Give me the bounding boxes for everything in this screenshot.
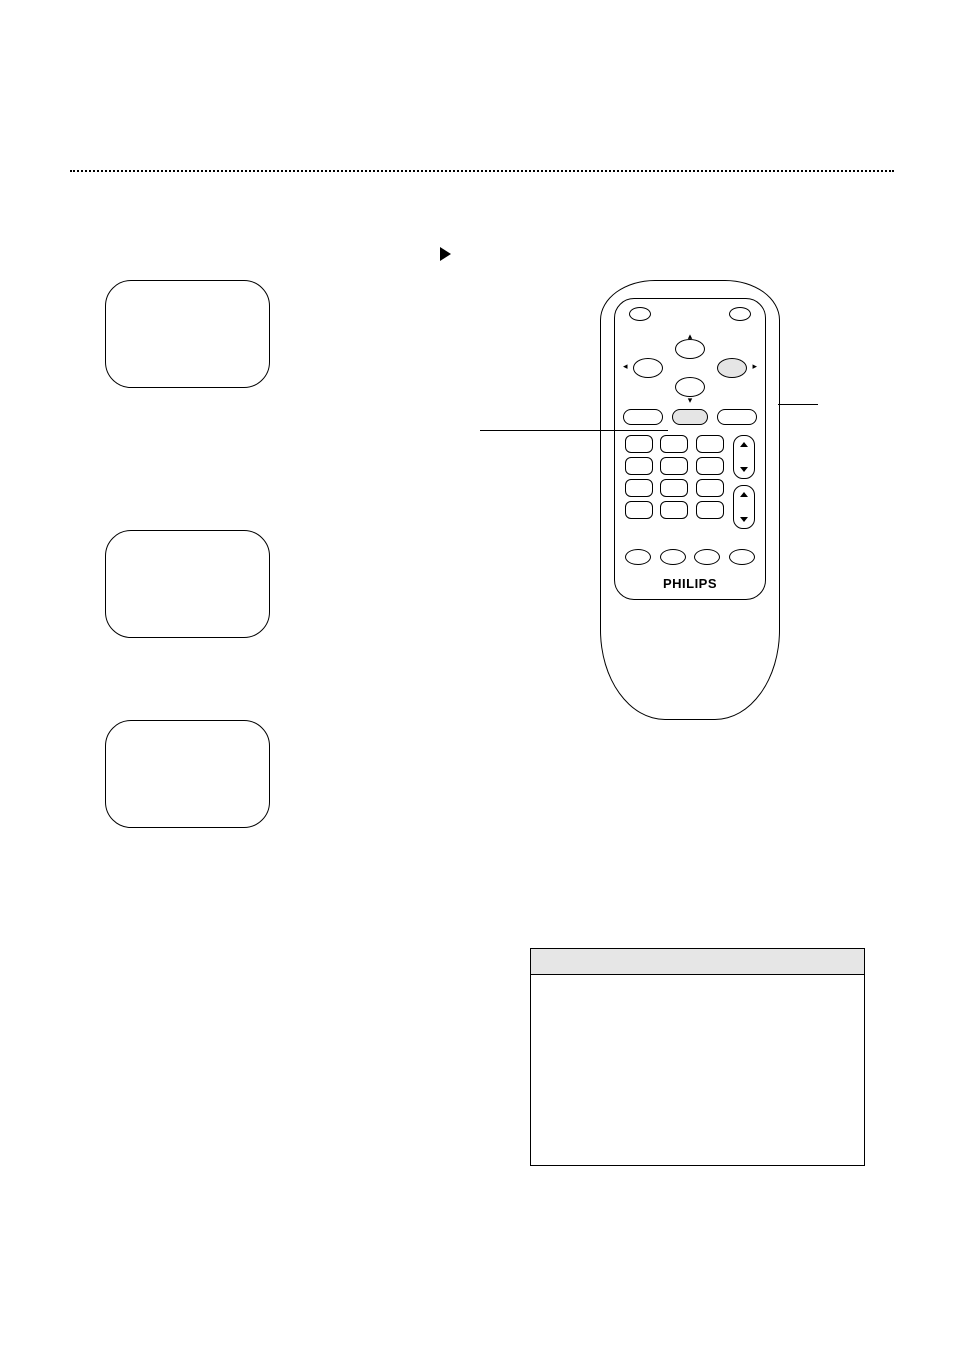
manual-page: ▴ ◂ ▸ ▾ [0,0,954,1348]
screen-box-2 [105,530,270,638]
chevron-down-icon: ▾ [688,395,693,406]
top-button-right [729,307,751,321]
chevron-right-icon: ▸ [752,361,757,372]
arrow-left-button [633,358,663,378]
keypad-key [696,457,724,475]
dotted-rule [70,170,894,172]
keypad-key [625,457,653,475]
keypad-key [625,501,653,519]
bottom-oval-1 [625,549,651,565]
side-rockers [733,435,755,529]
mid-pill-center [672,409,708,425]
chevron-left-icon: ◂ [623,361,628,372]
keypad-key [696,501,724,519]
remote-face-panel: ▴ ◂ ▸ ▾ [614,298,766,600]
arrow-down-button [675,377,705,397]
hint-box-header [531,949,864,975]
leader-line-right-arrow [778,404,818,405]
keypad-key [660,435,688,453]
screen-box-1 [105,280,270,388]
rocker-top [733,435,755,479]
top-button-left [629,307,651,321]
leader-line-center-pill [480,430,668,431]
bottom-oval-2 [660,549,686,565]
screen-box-3 [105,720,270,828]
remote-bottom-row [625,549,755,565]
keypad-key [660,501,688,519]
arrow-right-button [717,358,747,378]
keypad-key [625,479,653,497]
keypad-key [696,435,724,453]
arrow-up-button [675,339,705,359]
bottom-oval-3 [694,549,720,565]
brand-label: PHILIPS [615,576,765,591]
keypad-key [660,457,688,475]
remote-mid-row [623,409,757,425]
mid-pill-right [717,409,757,425]
keypad-key [696,479,724,497]
keypad-key [660,479,688,497]
play-icon [440,247,451,261]
numeric-keypad [625,435,725,519]
remote-top-row [629,307,751,321]
arrow-pad: ▴ ◂ ▸ ▾ [615,333,765,403]
keypad-key [625,435,653,453]
remote-control-diagram: ▴ ◂ ▸ ▾ [600,280,780,720]
mid-pill-left [623,409,663,425]
hint-box [530,948,865,1166]
bottom-oval-4 [729,549,755,565]
rocker-bottom [733,485,755,529]
